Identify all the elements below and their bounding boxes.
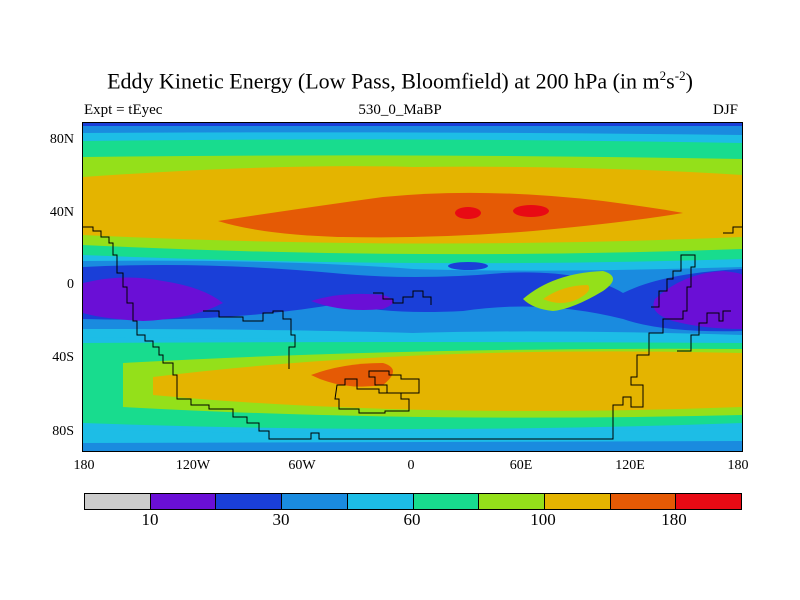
- band-c7-south: [153, 351, 742, 411]
- africa-outline: [373, 290, 432, 305]
- band-c1-mid: [311, 293, 393, 310]
- x-tick-label-180e: 180: [727, 458, 749, 473]
- plot-title: Eddy Kinetic Energy (Low Pass, Bloomfiel…: [107, 68, 693, 94]
- y-tick-label-80n: 80N: [49, 132, 74, 147]
- band-c8-south: [311, 363, 393, 387]
- colorbar-swatch-7: [544, 494, 611, 509]
- equatorial-c2-patch: [448, 262, 488, 270]
- continent-outlines: [83, 226, 742, 440]
- antarctic-island-outline-2: [368, 370, 420, 394]
- band-c1-west: [83, 277, 223, 321]
- subtitle: 530_0_MaBP: [358, 102, 442, 118]
- band-c7-pacific: [543, 285, 590, 303]
- y-tick-label-80s: 80S: [52, 424, 74, 439]
- colorbar-swatch-8: [610, 494, 677, 509]
- y-tick-label-40s: 40S: [52, 350, 74, 365]
- colorbar-swatch-5: [413, 494, 480, 509]
- jet-core-2: [513, 205, 549, 217]
- jet-core-1: [455, 207, 481, 219]
- x-tick-label-120e: 120E: [615, 458, 645, 473]
- colorbar-label-100: 100: [530, 510, 556, 529]
- colorbar-label-180: 180: [661, 510, 687, 529]
- band-jet-c8: [218, 192, 683, 238]
- colorbar: [84, 493, 742, 510]
- colorbar-swatch-6: [479, 494, 545, 509]
- south-america-outline: [203, 310, 296, 369]
- colorbar-swatch-0: [85, 494, 151, 509]
- eke-contour-map: [83, 123, 742, 451]
- colorbar-swatch-1: [150, 494, 217, 509]
- colorbar-label-30: 30: [272, 510, 290, 529]
- x-tick-label-60e: 60E: [509, 458, 533, 473]
- experiment-label: Expt = tEyec: [84, 102, 163, 118]
- pacific-island-outline: [677, 310, 731, 352]
- x-tick-label-180w: 180: [73, 458, 95, 473]
- band-c1-east: [653, 271, 742, 329]
- colorbar-swatch-2: [216, 494, 283, 509]
- east-coast-outline: [723, 226, 742, 234]
- band-top-light: [83, 126, 742, 136]
- colorbar-swatch-4: [347, 494, 414, 509]
- colorbar-label-60: 60: [403, 510, 421, 529]
- band-south-bottom-c3: [83, 441, 742, 451]
- colorbar-label-10: 10: [141, 510, 159, 529]
- x-tick-label-60w: 60W: [288, 458, 316, 473]
- season-label: DJF: [712, 102, 738, 118]
- y-tick-label-40n: 40N: [49, 205, 74, 220]
- y-tick-label-0: 0: [67, 277, 74, 292]
- north-america-outline: [83, 226, 696, 440]
- x-tick-label-0: 0: [407, 458, 415, 473]
- x-tick-label-120w: 120W: [175, 458, 211, 473]
- antarctic-island-outline: [334, 378, 410, 414]
- colorbar-swatch-3: [282, 494, 348, 509]
- map-panel: [82, 122, 743, 452]
- colorbar-swatch-9: [676, 494, 742, 509]
